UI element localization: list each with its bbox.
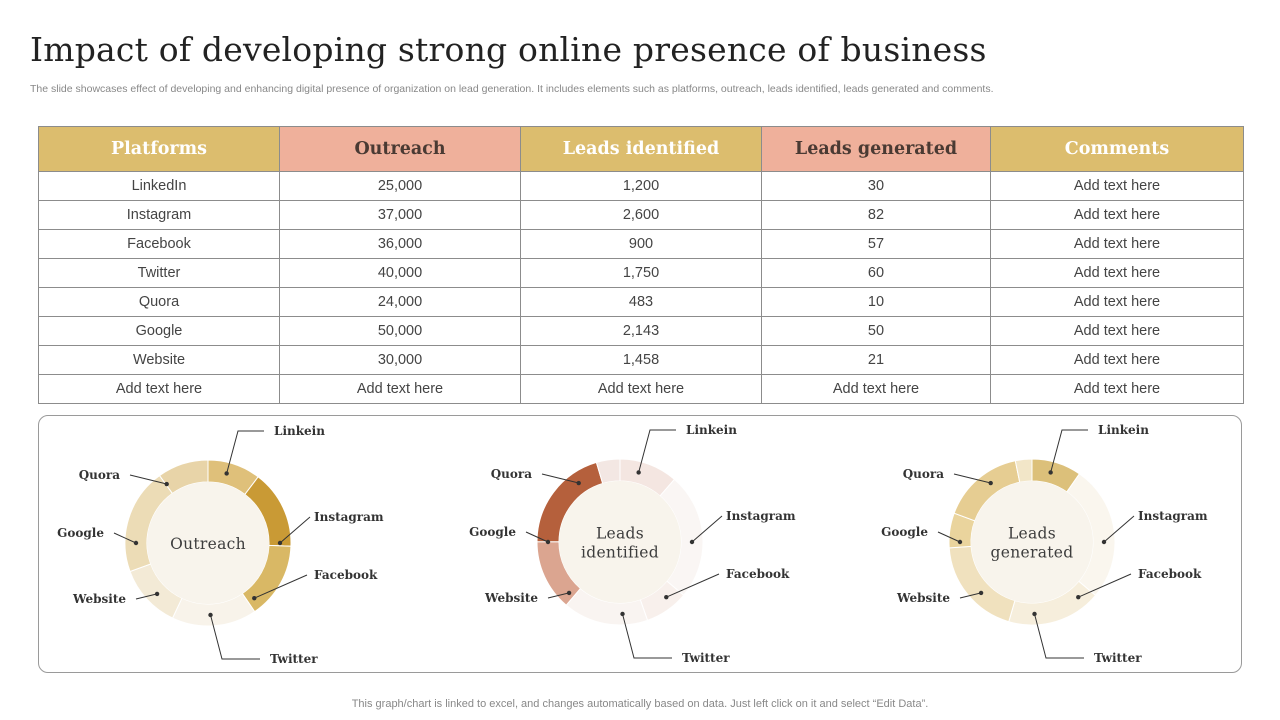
slice-label: Google — [881, 525, 928, 539]
leader-line — [226, 430, 264, 474]
cell-platform: Website — [38, 345, 280, 375]
slice-label: Quora — [903, 467, 945, 481]
leader-line — [666, 573, 720, 598]
leader-line — [525, 531, 549, 543]
slice-label: Instagram — [726, 509, 796, 523]
cell-leads-generated: 50 — [761, 316, 991, 346]
leader-line — [254, 574, 308, 599]
leader-line — [547, 592, 570, 599]
cell-comment[interactable]: Add text here — [990, 374, 1244, 404]
footer-note: This graph/chart is linked to excel, and… — [351, 698, 929, 710]
leader-line — [129, 474, 167, 485]
leader-line — [210, 614, 260, 660]
chart-center-label: Outreach — [170, 535, 246, 553]
slice-label: Quora — [491, 467, 533, 481]
cell-leads-generated: 21 — [761, 345, 991, 375]
slice-label: Facebook — [314, 568, 378, 582]
table-row: Website 30,000 1,458 21 Add text here — [38, 345, 1244, 375]
table-row: Instagram 37,000 2,600 82 Add text here — [38, 200, 1244, 230]
slice-label: Twitter — [270, 652, 318, 666]
header-leads-identified: Leads identified — [520, 126, 762, 172]
table-row: Add text here Add text here Add text her… — [38, 374, 1244, 404]
donut-center — [147, 482, 269, 604]
donut-center — [971, 481, 1093, 603]
cell-leads-identified: 2,600 — [520, 200, 762, 230]
slice-label: Quora — [79, 468, 121, 482]
donut-center — [559, 481, 681, 603]
cell-leads-identified: 483 — [520, 287, 762, 317]
slice-label: Google — [469, 525, 516, 539]
cell-outreach: 36,000 — [279, 229, 521, 259]
slice-label: Linkein — [1098, 423, 1149, 437]
cell-platform: Google — [38, 316, 280, 346]
leader-line — [1050, 429, 1088, 473]
header-comments: Comments — [990, 126, 1244, 172]
leader-line — [1103, 515, 1135, 543]
table-header-row: Platforms Outreach Leads identified Lead… — [38, 126, 1244, 172]
slice-label: Twitter — [682, 651, 730, 665]
leader-line — [541, 473, 579, 484]
slice-label: Google — [57, 526, 104, 540]
cell-leads-identified: 1,200 — [520, 171, 762, 201]
leader-line — [953, 473, 991, 484]
cell-outreach: 40,000 — [279, 258, 521, 288]
cell-platform[interactable]: Add text here — [38, 374, 280, 404]
chart-center-label: Leads — [596, 525, 644, 543]
chart-center-label: Leads — [1008, 525, 1056, 543]
header-leads-generated: Leads generated — [761, 126, 991, 172]
cell-outreach: 30,000 — [279, 345, 521, 375]
cell-platform: Facebook — [38, 229, 280, 259]
header-platforms: Platforms — [38, 126, 280, 172]
leader-line — [279, 516, 311, 544]
cell-outreach: 25,000 — [279, 171, 521, 201]
cell-platform: Instagram — [38, 200, 280, 230]
table-row: Twitter 40,000 1,750 60 Add text here — [38, 258, 1244, 288]
charts-panel — [38, 415, 1242, 673]
cell-leads-generated: 57 — [761, 229, 991, 259]
cell-leads-generated[interactable]: Add text here — [761, 374, 991, 404]
platform-table: Platforms Outreach Leads identified Lead… — [38, 126, 1244, 404]
slice-label: Facebook — [726, 567, 790, 581]
chart-center-label: generated — [991, 544, 1074, 562]
slice-label: Website — [896, 591, 950, 605]
table-row: Facebook 36,000 900 57 Add text here — [38, 229, 1244, 259]
slice-label: Facebook — [1138, 567, 1202, 581]
leader-line — [622, 613, 672, 659]
slice-label: Instagram — [314, 510, 384, 524]
leader-line — [113, 532, 137, 544]
cell-outreach: 50,000 — [279, 316, 521, 346]
leader-line — [937, 531, 961, 543]
leader-line — [135, 593, 158, 600]
cell-outreach[interactable]: Add text here — [279, 374, 521, 404]
leader-line — [959, 592, 982, 599]
cell-leads-generated: 82 — [761, 200, 991, 230]
cell-comment[interactable]: Add text here — [990, 287, 1244, 317]
slice-label: Linkein — [686, 423, 737, 437]
cell-leads-generated: 30 — [761, 171, 991, 201]
cell-leads-identified: 1,458 — [520, 345, 762, 375]
cell-platform: Quora — [38, 287, 280, 317]
leader-line — [1034, 613, 1084, 659]
cell-leads-generated: 10 — [761, 287, 991, 317]
slice-label: Website — [72, 592, 126, 606]
chart-center-label: identified — [581, 544, 659, 562]
cell-leads-identified[interactable]: Add text here — [520, 374, 762, 404]
page-title: Impact of developing strong online prese… — [30, 30, 987, 69]
table-row: Quora 24,000 483 10 Add text here — [38, 287, 1244, 317]
cell-comment[interactable]: Add text here — [990, 345, 1244, 375]
page-subtitle: The slide showcases effect of developing… — [30, 83, 994, 95]
cell-leads-identified: 2,143 — [520, 316, 762, 346]
slice-label: Instagram — [1138, 509, 1208, 523]
leader-line — [691, 515, 723, 543]
leader-line — [638, 429, 676, 473]
slice-label: Twitter — [1094, 651, 1142, 665]
slice-label: Website — [484, 591, 538, 605]
leader-line — [1078, 573, 1132, 598]
slice-label: Linkein — [274, 424, 325, 438]
